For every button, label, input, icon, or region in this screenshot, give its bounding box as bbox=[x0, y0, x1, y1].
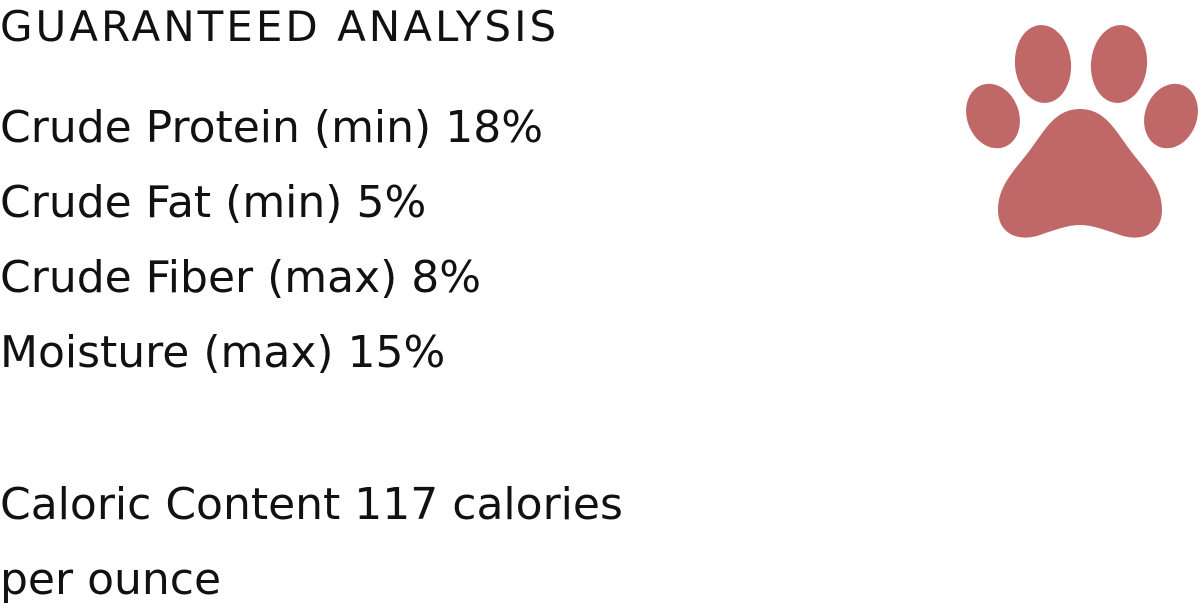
paw-print-icon bbox=[966, 25, 1198, 238]
caloric-content: Caloric Content 117 calories bbox=[0, 479, 623, 530]
analysis-fiber: Crude Fiber (max) 8% bbox=[0, 252, 482, 303]
analysis-protein: Crude Protein (min) 18% bbox=[0, 102, 543, 153]
section-title: GUARANTEED ANALYSIS bbox=[0, 2, 560, 51]
caloric-unit: per ounce bbox=[0, 554, 222, 605]
analysis-moisture: Moisture (max) 15% bbox=[0, 327, 446, 378]
analysis-fat: Crude Fat (min) 5% bbox=[0, 177, 427, 228]
